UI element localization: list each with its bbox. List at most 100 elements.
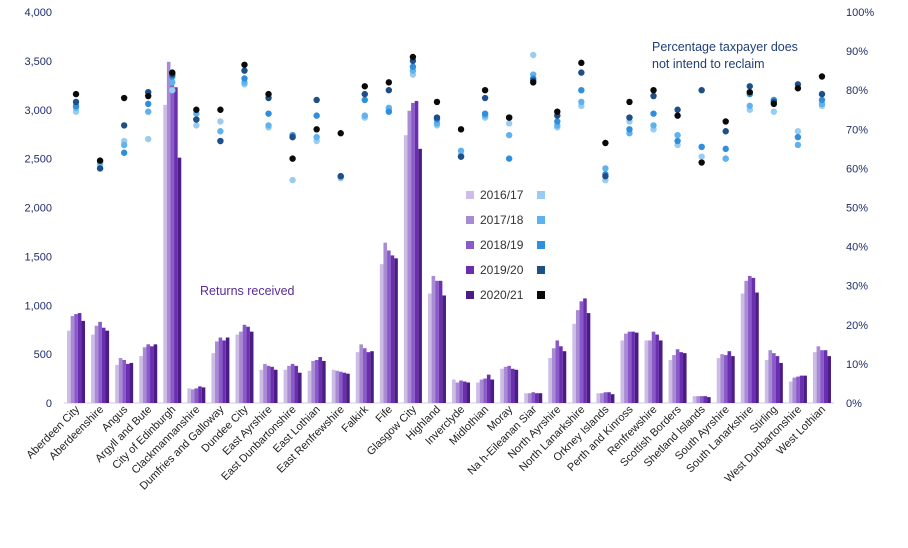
data-point <box>578 59 585 67</box>
bar <box>723 355 728 403</box>
bar <box>246 326 250 403</box>
bar <box>788 381 793 403</box>
bar <box>803 375 807 403</box>
x-tick-label: Falkirk <box>340 403 372 435</box>
y-axis-left: 0 500 1,000 1,500 2,000 2,500 3,000 3,500 4,000 <box>24 7 52 410</box>
data-point <box>96 157 104 164</box>
legend-label: 2017/18 <box>480 213 524 227</box>
data-point <box>481 87 489 94</box>
data-point <box>72 90 80 98</box>
bar <box>383 242 388 403</box>
bar <box>427 293 432 403</box>
data-point <box>409 63 417 70</box>
bar <box>177 157 182 403</box>
data-point <box>289 133 296 141</box>
bar <box>67 330 71 403</box>
bar <box>703 396 708 403</box>
bar <box>273 369 278 403</box>
bar <box>153 344 158 403</box>
data-point <box>505 114 513 121</box>
bar <box>222 340 226 403</box>
legend-point-swatch <box>537 266 545 274</box>
bar <box>764 359 769 403</box>
data-point <box>794 133 802 141</box>
data-point <box>505 131 513 139</box>
legend-bar-swatch <box>466 216 474 224</box>
bar <box>418 148 422 403</box>
bar <box>820 350 824 403</box>
bar <box>211 353 216 403</box>
data-point <box>120 94 128 102</box>
data-point <box>120 122 128 129</box>
bar <box>287 365 291 403</box>
bar <box>555 340 560 403</box>
bar <box>490 379 495 403</box>
bar <box>772 353 776 403</box>
data-point <box>289 176 296 184</box>
data-point <box>698 87 705 94</box>
bar <box>318 357 323 403</box>
bar <box>796 376 800 403</box>
data-point <box>481 94 489 102</box>
data-point <box>145 100 152 108</box>
bar <box>607 392 611 403</box>
bar <box>775 356 780 403</box>
bar <box>579 301 584 403</box>
bar <box>307 370 312 403</box>
y2-tick-label: 10% <box>846 359 868 371</box>
data-point <box>698 143 705 151</box>
bar <box>655 334 659 403</box>
bar <box>620 340 625 403</box>
bar <box>431 275 436 403</box>
data-point <box>72 98 80 106</box>
bar <box>438 280 443 403</box>
bar <box>799 375 804 403</box>
data-point <box>794 85 802 92</box>
bar <box>146 344 151 403</box>
bar <box>720 354 724 404</box>
data-point <box>409 53 417 61</box>
data-point <box>313 96 320 104</box>
bar <box>170 71 175 403</box>
bar <box>105 330 110 403</box>
bar <box>338 371 343 403</box>
bar <box>572 323 576 403</box>
bar <box>507 365 511 403</box>
bar <box>249 331 254 403</box>
data-point <box>145 108 152 115</box>
bar <box>139 356 143 403</box>
bar <box>263 363 267 403</box>
bar <box>531 392 536 403</box>
bar <box>692 396 697 403</box>
data-point <box>722 128 729 135</box>
y2-tick-label: 70% <box>846 124 868 136</box>
data-point <box>674 112 681 119</box>
bar <box>600 393 604 403</box>
data-point <box>578 87 585 94</box>
bar <box>500 368 504 403</box>
y-tick-label: 0 <box>46 398 52 410</box>
data-point <box>385 79 393 86</box>
y-tick-label: 4,000 <box>24 7 52 19</box>
data-point <box>265 122 272 129</box>
data-point <box>554 108 561 115</box>
bar <box>675 349 680 403</box>
pct-label-line2: not intend to reclaim <box>652 57 765 71</box>
data-point <box>337 130 344 137</box>
bar <box>70 316 75 403</box>
data-point <box>698 153 705 160</box>
bar <box>514 369 519 403</box>
bar <box>283 369 288 403</box>
bar <box>335 370 339 403</box>
bar <box>535 393 539 403</box>
bar <box>403 135 408 403</box>
data-point <box>313 133 320 141</box>
bar <box>407 110 412 403</box>
data-point <box>313 126 320 133</box>
data-point <box>96 165 104 172</box>
data-point <box>674 131 681 139</box>
bar <box>816 346 821 403</box>
bar <box>827 356 831 403</box>
data-point <box>457 147 465 155</box>
bar <box>486 374 491 403</box>
